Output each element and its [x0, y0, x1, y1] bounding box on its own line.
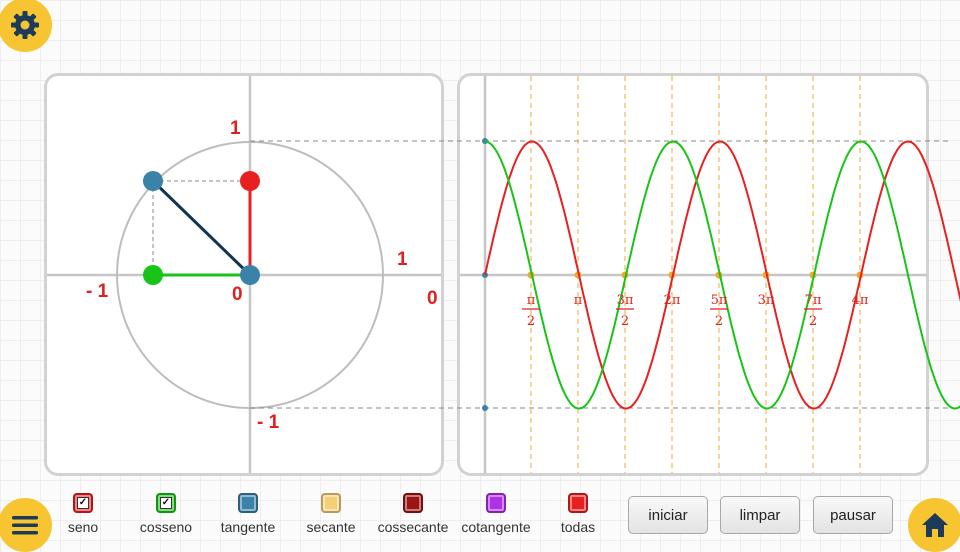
- tangente-checkbox[interactable]: [238, 493, 258, 513]
- function-graph-panel: [457, 73, 929, 476]
- legend-label: cossecante: [377, 519, 449, 535]
- start-button[interactable]: iniciar: [628, 496, 708, 534]
- home-icon: [922, 513, 948, 537]
- home-button[interactable]: [908, 498, 960, 552]
- todas-checkbox[interactable]: [568, 493, 588, 513]
- label-minus-one-left: - 1: [86, 281, 109, 302]
- legend-label: cotangente: [461, 519, 531, 535]
- cotangente-checkbox[interactable]: [486, 493, 506, 513]
- legend-label: cosseno: [139, 519, 193, 535]
- menu-button[interactable]: [0, 498, 52, 552]
- label-minus-one-bottom: - 1: [257, 412, 280, 433]
- legend-todas[interactable]: todas: [556, 493, 600, 535]
- legend-secante[interactable]: secante: [302, 493, 360, 535]
- label-origin: 0: [232, 284, 243, 305]
- legend-label: todas: [560, 519, 596, 535]
- menu-icon: [12, 516, 38, 535]
- legend-label: seno: [67, 519, 99, 535]
- legend-label: secante: [306, 519, 356, 535]
- legend-seno[interactable]: ✓ seno: [64, 493, 102, 535]
- cosseno-checkbox[interactable]: ✓: [156, 493, 176, 513]
- cossecante-checkbox[interactable]: [403, 493, 423, 513]
- secante-checkbox[interactable]: [321, 493, 341, 513]
- label-right-zero: 0: [427, 288, 438, 309]
- label-top-one: 1: [230, 118, 241, 139]
- clear-button[interactable]: limpar: [720, 496, 800, 534]
- legend-cosseno[interactable]: ✓ cosseno: [135, 493, 197, 535]
- legend-cotangente[interactable]: cotangente: [456, 493, 536, 535]
- gear-icon: [11, 11, 39, 39]
- legend-cossecante[interactable]: cossecante: [375, 493, 451, 535]
- legend-label: tangente: [220, 519, 276, 535]
- legend-tangente[interactable]: tangente: [214, 493, 282, 535]
- settings-button[interactable]: [0, 0, 52, 52]
- label-right-one: 1: [397, 249, 408, 270]
- seno-checkbox[interactable]: ✓: [73, 493, 93, 513]
- unit-circle-panel: [44, 73, 444, 476]
- pause-button[interactable]: pausar: [813, 496, 893, 534]
